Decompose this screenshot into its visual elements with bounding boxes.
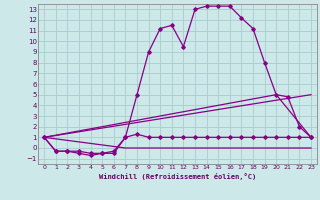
X-axis label: Windchill (Refroidissement éolien,°C): Windchill (Refroidissement éolien,°C) — [99, 173, 256, 180]
